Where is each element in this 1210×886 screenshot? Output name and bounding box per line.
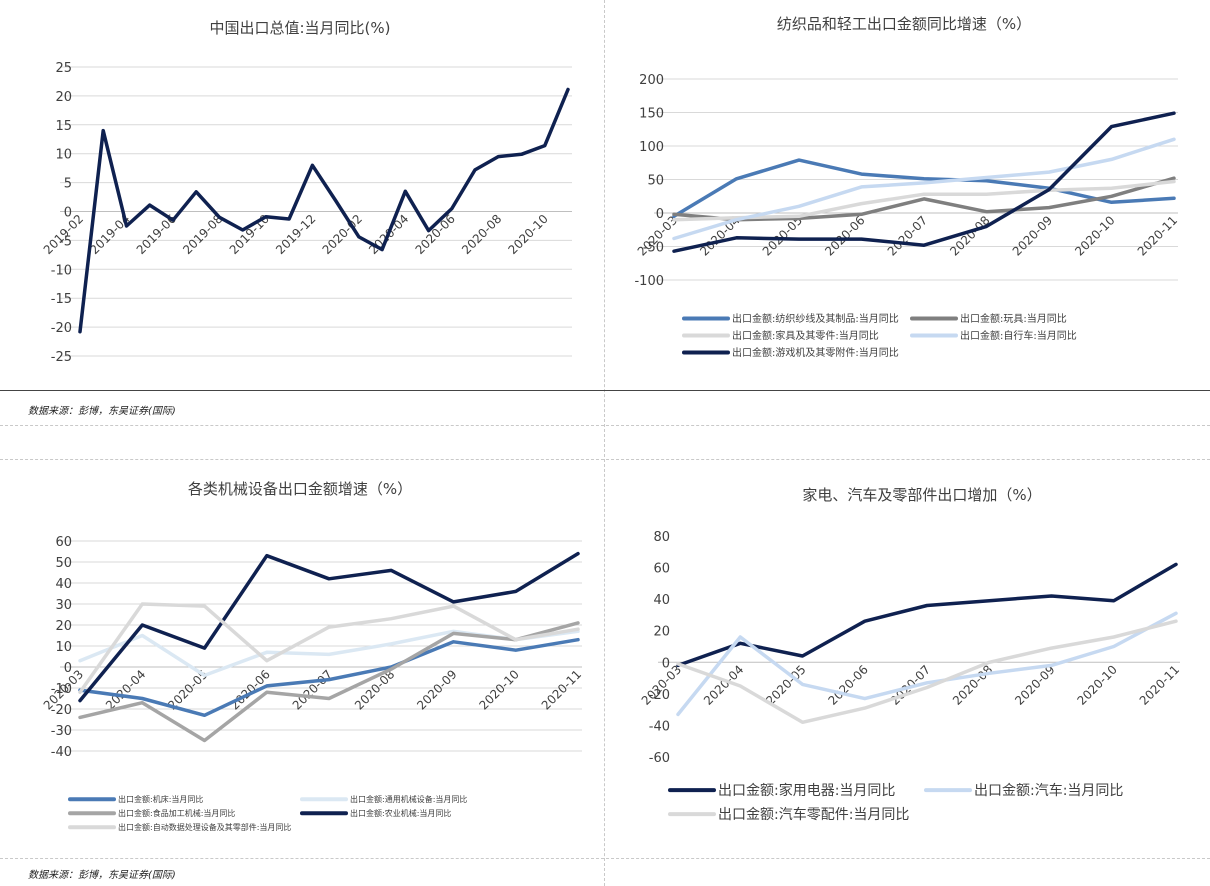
y-tick-label: 100 <box>639 140 664 155</box>
x-tick-label: 2020-08 <box>459 212 504 257</box>
x-tick-label: 2020-07 <box>290 667 335 712</box>
chart-title: 家电、汽车及零部件出口增加（%） <box>802 486 1041 504</box>
x-tick-label: 2020-10 <box>506 212 551 257</box>
y-tick-label: -40 <box>51 745 72 760</box>
y-tick-label: -30 <box>51 724 72 739</box>
chart-title: 纺织品和轻工出口金额同比增速（%） <box>777 15 1031 33</box>
y-tick-label: 15 <box>55 119 72 134</box>
y-tick-label: -40 <box>649 719 670 734</box>
legend-label: 出口金额:农业机械:当月同比 <box>350 808 451 818</box>
y-tick-label: 20 <box>653 625 670 640</box>
x-tick-label: 2020-07 <box>888 663 933 708</box>
series-line <box>676 611 1178 717</box>
y-tick-label: 25 <box>55 61 72 76</box>
legend-label: 出口金额:自动数据处理设备及其零部件:当月同比 <box>118 822 291 832</box>
source-note-bottom: 数据来源：彭博，东吴证券(国际) <box>28 870 176 881</box>
x-tick-label: 2020-06 <box>413 212 458 257</box>
panel-divider-left <box>0 390 604 391</box>
legend-label: 出口金额:家具及其零件:当月同比 <box>732 329 879 342</box>
x-tick-label: 2020-07 <box>885 213 930 258</box>
series-line <box>672 111 1176 253</box>
row-divider-1 <box>0 425 1210 426</box>
series-line <box>78 551 580 703</box>
y-tick-label: 0 <box>64 206 72 221</box>
series-line <box>672 176 1176 222</box>
x-tick-label: 2020-10 <box>477 667 522 712</box>
legend-label: 出口金额:游戏机及其零附件:当月同比 <box>732 346 899 359</box>
y-tick-label: 5 <box>64 177 72 192</box>
series-line <box>672 137 1176 241</box>
y-tick-label: 150 <box>639 107 664 122</box>
legend-label: 出口金额:汽车零配件:当月同比 <box>718 806 909 823</box>
y-tick-label: -5 <box>59 234 72 249</box>
y-tick-label: 60 <box>55 535 72 550</box>
chart-export-total: 中国出口总值:当月同比(%) 25 20 15 10 5 0 -5 -10 -15 -20 -25 20… <box>41 19 572 365</box>
legend-label: 出口金额:家用电器:当月同比 <box>718 782 895 799</box>
panel-divider-vertical <box>604 0 605 886</box>
y-tick-label: 40 <box>55 577 72 592</box>
y-tick-label: 20 <box>55 90 72 105</box>
y-tick-label: -50 <box>643 241 664 256</box>
x-tick-label: 2020-11 <box>1137 663 1182 708</box>
x-tick-label: 2020-09 <box>1010 213 1055 258</box>
x-tick-label: 2020-10 <box>1075 663 1120 708</box>
y-tick-label: 0 <box>656 207 664 222</box>
y-tick-label: -20 <box>51 321 72 336</box>
series-line <box>78 87 570 334</box>
x-tick-label: 2020-11 <box>539 667 584 712</box>
row-divider-2 <box>0 459 1210 460</box>
y-tick-label: 50 <box>647 174 664 189</box>
legend-label: 出口金额:玩具:当月同比 <box>960 312 1067 325</box>
row-divider-3 <box>0 858 1210 859</box>
y-tick-label: -10 <box>51 682 72 697</box>
y-tick-label: 80 <box>653 530 670 545</box>
y-tick-label: -20 <box>649 688 670 703</box>
legend-label: 出口金额:纺织纱线及其制品:当月同比 <box>732 312 899 325</box>
y-tick-label: 40 <box>653 593 670 608</box>
x-tick-label: 2020-06 <box>822 213 867 258</box>
legend-label: 出口金额:食品加工机械:当月同比 <box>118 808 235 818</box>
x-tick-label: 2020-10 <box>1072 213 1117 258</box>
chart-textile-light-industry: 纺织品和轻工出口金额同比增速（%） 200 150 100 50 0 -50 -100 2020… <box>634 15 1180 359</box>
y-tick-label: 200 <box>639 73 664 88</box>
y-tick-label: -20 <box>51 703 72 718</box>
y-tick-label: 30 <box>55 598 72 613</box>
y-tick-label: -15 <box>51 292 72 307</box>
panel-divider-right <box>604 390 1210 391</box>
series-line <box>78 602 580 694</box>
y-tick-label: -25 <box>51 350 72 365</box>
legend-label: 出口金额:自行车:当月同比 <box>960 329 1077 342</box>
y-tick-label: 0 <box>662 656 670 671</box>
series-line <box>672 158 1176 219</box>
y-tick-label: -60 <box>649 751 670 766</box>
y-tick-label: 20 <box>55 619 72 634</box>
chart-appliance-auto: 家电、汽车及零部件出口增加（%） 80 60 40 20 0 -20 -40 -60 2020-0… <box>639 486 1182 823</box>
series-line <box>676 619 1178 725</box>
y-tick-label: -10 <box>51 263 72 278</box>
y-tick-label: 0 <box>64 661 72 676</box>
series-line <box>78 637 580 718</box>
series-line <box>676 562 1178 668</box>
legend-label: 出口金额:通用机械设备:当月同比 <box>350 794 467 804</box>
y-tick-label: 10 <box>55 148 72 163</box>
x-tick-label: 2020-06 <box>826 663 871 708</box>
series-line <box>78 621 580 743</box>
y-tick-label: 60 <box>653 562 670 577</box>
y-tick-label: -100 <box>634 274 664 289</box>
x-tick-label: 2020-09 <box>414 667 459 712</box>
legend-label: 出口金额:机床:当月同比 <box>118 794 203 804</box>
chart-machinery: 各类机械设备出口金额增速（%） 60 50 40 30 20 10 0 -10 -20 -30 -40… <box>41 480 584 832</box>
chart-title: 中国出口总值:当月同比(%) <box>209 19 390 37</box>
legend-label: 出口金额:汽车:当月同比 <box>974 782 1123 799</box>
x-tick-label: 2020-11 <box>1135 213 1180 258</box>
y-tick-label: 10 <box>55 640 72 655</box>
y-tick-label: 50 <box>55 556 72 571</box>
series-line <box>672 179 1176 222</box>
chart-title: 各类机械设备出口金额增速（%） <box>188 480 412 498</box>
source-note-top: 数据来源：彭博，东吴证券(国际) <box>28 406 176 417</box>
